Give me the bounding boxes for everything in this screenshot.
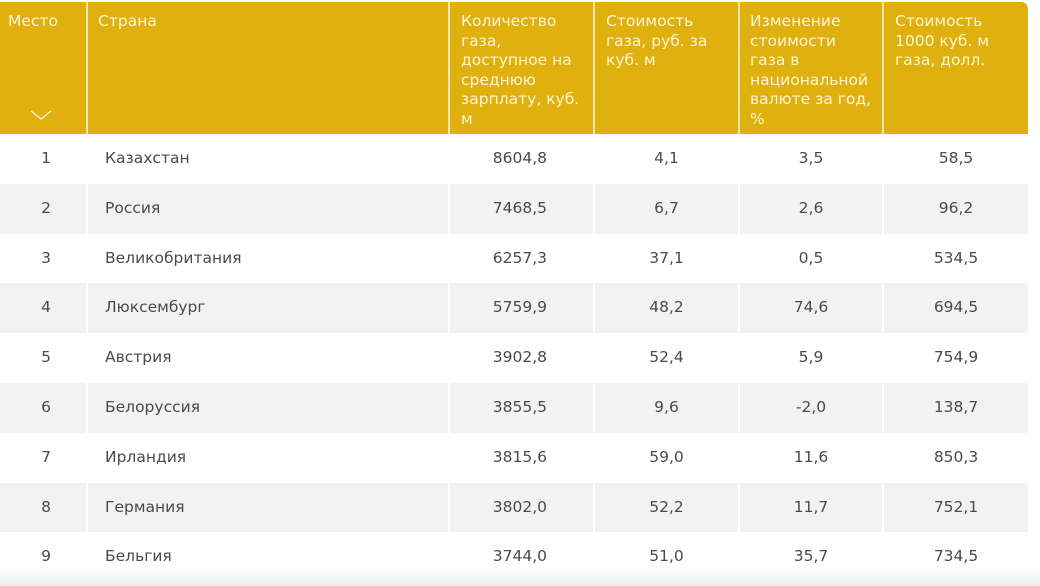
cell-country: Германия: [88, 482, 450, 533]
cell-price-usd: 96,2: [938, 198, 974, 217]
column-header-price-usd[interactable]: Стоимость 1000 куб. м газа, долл.: [884, 2, 1028, 134]
cell-price-rub: 6,7: [595, 183, 740, 234]
column-header-label: Стоимость 1000 куб. м газа, долл.: [895, 12, 990, 69]
cell-price-rub: 37,1: [595, 233, 740, 284]
table-row: 3 Великобритания 6257,3 37,1 0,5 534,5: [0, 233, 1028, 284]
cell-rank: 7: [0, 432, 88, 483]
cell-country: Люксембург: [88, 283, 450, 334]
cell-country: Австрия: [88, 333, 450, 383]
cell-rank: 6: [0, 382, 88, 433]
table-row: 8 Германия 3802,0 52,2 11,7 752,1: [0, 482, 1028, 533]
cell-change-pct: 35,7: [740, 532, 884, 583]
cell-gas-per-salary: 3802,0: [450, 482, 595, 533]
cell-change-pct: 11,7: [740, 482, 884, 533]
cell-price-rub: 4,1: [595, 134, 740, 184]
column-header-gas-per-salary[interactable]: Количество газа, доступное на среднюю за…: [450, 2, 595, 134]
cell-change-pct: -2,0: [740, 382, 884, 433]
cell-change-pct: 11,6: [740, 432, 884, 483]
cell-change-pct: 3,5: [740, 134, 884, 184]
cell-change-pct: 2,6: [740, 183, 884, 234]
cell-gas-per-salary: 3744,0: [450, 532, 595, 583]
table-row: 5 Австрия 3902,8 52,4 5,9 754,9: [0, 333, 1028, 383]
column-header-label: Место: [8, 12, 58, 30]
cell-gas-per-salary: 7468,5: [450, 183, 595, 234]
column-header-change-pct[interactable]: Изменение стоимости газа в национальной …: [740, 2, 884, 134]
cell-change-pct: 5,9: [740, 333, 884, 383]
cell-gas-per-salary: 8604,8: [450, 134, 595, 184]
cell-gas-per-salary: 3815,6: [450, 432, 595, 483]
column-header-label: Количество газа, доступное на среднюю за…: [461, 12, 580, 128]
cell-price-usd: 694,5: [933, 298, 979, 317]
cell-price-usd: 58,5: [938, 149, 974, 167]
cell-rank: 5: [0, 333, 88, 383]
cell-change-pct: 74,6: [740, 283, 884, 334]
scroll-fade-overlay: [0, 566, 1040, 586]
chevron-down-icon[interactable]: [30, 110, 52, 120]
table-row: 6 Белоруссия 3855,5 9,6 -2,0 138,7: [0, 382, 1028, 433]
cell-price-usd: 138,7: [933, 397, 979, 416]
table-header: Место Страна Количество газа, доступное …: [0, 2, 1028, 134]
cell-rank: 8: [0, 482, 88, 533]
cell-change-pct: 0,5: [740, 233, 884, 284]
cell-price-rub: 48,2: [595, 283, 740, 334]
column-header-price-rub[interactable]: Стоимость газа, руб. за куб. м: [595, 2, 740, 134]
cell-country: Бельгия: [88, 532, 450, 583]
cell-price-usd: 850,3: [933, 447, 979, 466]
cell-price-usd: 534,5: [933, 248, 979, 267]
table-row: 9 Бельгия 3744,0 51,0 35,7 734,5: [0, 532, 1028, 583]
column-header-label: Страна: [98, 12, 157, 30]
column-header-label: Изменение стоимости газа в национальной …: [750, 12, 872, 128]
cell-rank: 1: [0, 134, 88, 184]
cell-price-rub: 59,0: [595, 432, 740, 483]
cell-country: Великобритания: [88, 233, 450, 284]
cell-price-usd: 734,5: [933, 547, 979, 566]
cell-price-rub: 9,6: [595, 382, 740, 433]
cell-rank: 9: [0, 532, 88, 583]
cell-country: Ирландия: [88, 432, 450, 483]
cell-price-usd: 752,1: [933, 497, 979, 516]
cell-country: Белоруссия: [88, 382, 450, 433]
cell-price-rub: 51,0: [595, 532, 740, 583]
cell-price-rub: 52,4: [595, 333, 740, 383]
table-row: 4 Люксембург 5759,9 48,2 74,6 694,5: [0, 283, 1028, 334]
column-header-label: Стоимость газа, руб. за куб. м: [606, 12, 708, 69]
cell-gas-per-salary: 6257,3: [450, 233, 595, 284]
cell-rank: 2: [0, 183, 88, 234]
column-header-rank[interactable]: Место: [0, 2, 88, 134]
cell-rank: 4: [0, 283, 88, 334]
table-row: 2 Россия 7468,5 6,7 2,6 96,2: [0, 183, 1028, 234]
cell-country: Казахстан: [88, 134, 450, 184]
cell-price-rub: 52,2: [595, 482, 740, 533]
cell-gas-per-salary: 3855,5: [450, 382, 595, 433]
cell-price-usd: 754,9: [933, 348, 979, 367]
cell-rank: 3: [0, 233, 88, 284]
cell-country: Россия: [88, 183, 450, 234]
column-header-country[interactable]: Страна: [88, 2, 450, 134]
cell-gas-per-salary: 5759,9: [450, 283, 595, 334]
table-row: 7 Ирландия 3815,6 59,0 11,6 850,3: [0, 432, 1028, 483]
table-row: 1 Казахстан 8604,8 4,1 3,5 58,5: [0, 134, 1028, 184]
cell-gas-per-salary: 3902,8: [450, 333, 595, 383]
